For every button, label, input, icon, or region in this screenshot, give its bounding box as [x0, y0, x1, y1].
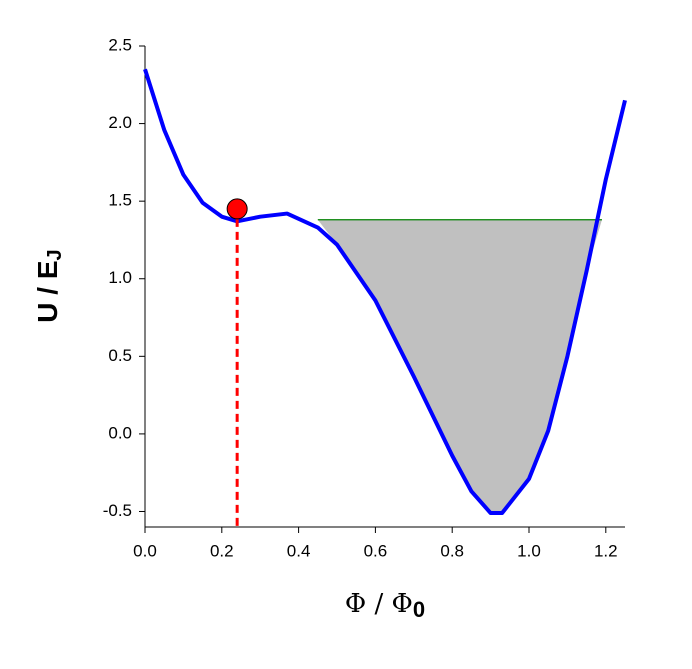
- filled-well: [317, 219, 602, 514]
- x-axis-label-sub: 0: [413, 597, 425, 622]
- y-axis-label: U / EJ: [32, 249, 66, 322]
- y-tick-label: 2.0: [108, 113, 132, 132]
- y-tick-label: 1.0: [108, 268, 132, 287]
- x-tick-label: 0.8: [440, 541, 464, 560]
- y-axis-label-main: U / E: [32, 260, 63, 322]
- y-axis-label-sub: J: [44, 249, 66, 260]
- particle: [226, 198, 248, 220]
- y-tick-label: 0.5: [108, 346, 132, 365]
- x-tick-label: 1.2: [594, 541, 618, 560]
- x-axis-label-main: Φ / Φ: [345, 589, 413, 619]
- x-tick-label: 0.4: [287, 541, 311, 560]
- y-tick-label: -0.5: [103, 501, 132, 520]
- y-tick-label: 0.0: [108, 423, 132, 442]
- x-tick-label: 1.0: [517, 541, 541, 560]
- x-tick-label: 0.2: [210, 541, 234, 560]
- y-tick-label: 1.5: [108, 191, 132, 210]
- x-axis-label: Φ / Φ0: [345, 589, 425, 622]
- x-tick-label: 0.6: [364, 541, 388, 560]
- x-tick-label: 0.0: [133, 541, 157, 560]
- y-tick-label: 2.5: [108, 35, 132, 54]
- curve: [143, 68, 627, 516]
